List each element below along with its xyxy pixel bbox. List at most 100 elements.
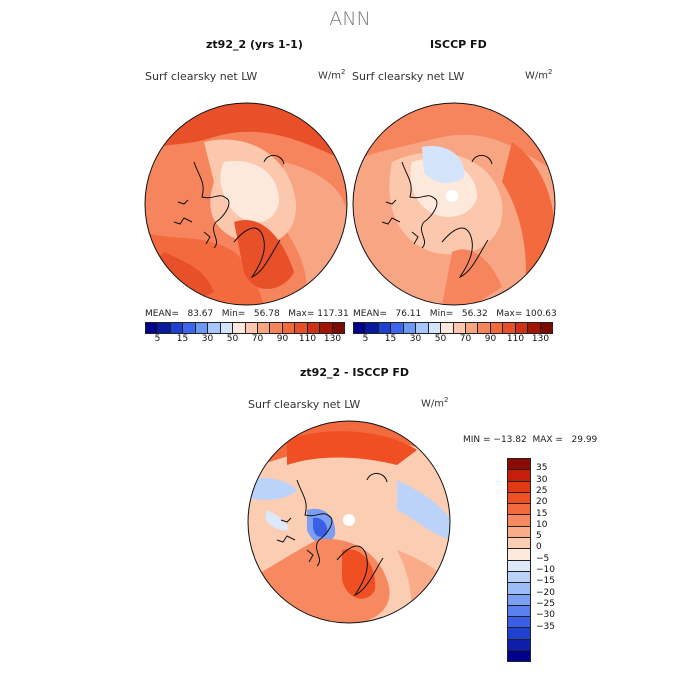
diff-colorbar-swatch bbox=[508, 571, 530, 584]
colorbar-swatch bbox=[195, 323, 209, 333]
colorbar-swatch bbox=[515, 323, 529, 333]
panel-2-stats: MEAN= 76.11 Min= 56.32 Max= 100.63 bbox=[353, 309, 557, 319]
colorbar-tick-label: 110 bbox=[506, 334, 525, 344]
colorbar-swatch bbox=[282, 323, 296, 333]
panel-2-colorbar-ticks: 5 15 30 50 70 90 110 130 bbox=[353, 334, 553, 346]
diff-colorbar-swatch bbox=[508, 560, 530, 572]
colorbar-swatch bbox=[183, 323, 196, 333]
panel-1-variable: Surf clearsky net LW bbox=[145, 70, 258, 83]
panel-1-title: zt92_2 (yrs 1-1) bbox=[206, 38, 303, 51]
diff-colorbar-swatch bbox=[508, 583, 530, 595]
panel-2-colorbar-swatches bbox=[353, 322, 553, 334]
colorbar-swatch bbox=[540, 323, 552, 333]
panel-1-colorbar-swatches bbox=[145, 322, 345, 334]
colorbar-swatch bbox=[366, 323, 379, 333]
colorbar-tick-label: 50 bbox=[226, 334, 239, 344]
colorbar-swatch bbox=[220, 323, 234, 333]
diff-colorbar-tick-label: 35 bbox=[536, 463, 548, 474]
diff-colorbar-swatch bbox=[508, 526, 530, 539]
diff-colorbar bbox=[507, 458, 531, 663]
diff-colorbar-swatch bbox=[508, 481, 530, 493]
diff-colorbar-swatch bbox=[508, 605, 530, 618]
panel-1-units: W/m2 bbox=[318, 68, 346, 82]
colorbar-swatch bbox=[490, 323, 504, 333]
colorbar-swatch bbox=[257, 323, 271, 333]
panel-2-title: ISCCP FD bbox=[430, 38, 487, 51]
diff-panel-polar-map bbox=[247, 420, 451, 624]
colorbar-swatch bbox=[354, 323, 367, 333]
diff-colorbar-tick-label: −15 bbox=[536, 576, 555, 587]
diff-colorbar-tick-label: 30 bbox=[536, 474, 548, 485]
panel-2-colorbar: 5 15 30 50 70 90 110 130 bbox=[353, 322, 553, 346]
diff-colorbar-tick-label: −30 bbox=[536, 610, 555, 621]
panel-1-colorbar-ticks: 5 15 30 50 70 90 110 130 bbox=[145, 334, 345, 346]
colorbar-tick-label: 110 bbox=[298, 334, 317, 344]
colorbar-swatch bbox=[428, 323, 442, 333]
colorbar-swatch bbox=[158, 323, 171, 333]
diff-colorbar-swatch bbox=[508, 470, 530, 482]
colorbar-tick-label: 90 bbox=[276, 334, 289, 344]
colorbar-tick-label: 15 bbox=[384, 334, 397, 344]
diff-colorbar-tick-label: 25 bbox=[536, 485, 548, 496]
colorbar-swatch bbox=[416, 323, 429, 333]
diff-panel-stats: MIN = −13.82 MAX = 29.99 bbox=[463, 435, 598, 445]
diff-colorbar-tick-label: −25 bbox=[536, 598, 555, 609]
diff-colorbar-swatch bbox=[508, 617, 530, 629]
diff-colorbar-tick-label: 15 bbox=[536, 508, 548, 519]
diff-panel-title: zt92_2 - ISCCP FD bbox=[300, 366, 410, 379]
diff-colorbar-tick-label: 0 bbox=[536, 542, 542, 553]
diff-colorbar-swatch bbox=[508, 459, 530, 471]
diff-colorbar-ticks: 35 30 25 20 15 10 5 0 −5 −10 −15 −20 −25 −30 −35 bbox=[534, 458, 574, 631]
diff-panel-variable: Surf clearsky net LW bbox=[248, 398, 361, 411]
colorbar-swatch bbox=[233, 323, 246, 333]
diff-colorbar-tick-label: 20 bbox=[536, 497, 548, 508]
diff-panel-units: W/m2 bbox=[421, 396, 449, 410]
diff-colorbar-tick-label: 5 bbox=[536, 531, 542, 542]
colorbar-tick-label: 90 bbox=[484, 334, 497, 344]
colorbar-swatch bbox=[503, 323, 516, 333]
diff-colorbar-swatch bbox=[508, 504, 530, 516]
diff-colorbar-swatch bbox=[508, 549, 530, 561]
colorbar-swatch bbox=[295, 323, 308, 333]
diff-colorbar-swatch bbox=[508, 639, 530, 652]
colorbar-swatch bbox=[465, 323, 479, 333]
diff-colorbar-swatches bbox=[507, 458, 531, 663]
colorbar-tick-label: 130 bbox=[531, 334, 550, 344]
colorbar-swatch bbox=[208, 323, 221, 333]
colorbar-swatch bbox=[478, 323, 491, 333]
diff-colorbar-swatch bbox=[508, 492, 530, 505]
diff-colorbar-swatch bbox=[508, 628, 530, 640]
colorbar-swatch bbox=[245, 323, 258, 333]
colorbar-tick-label: 5 bbox=[154, 334, 161, 344]
colorbar-tick-label: 70 bbox=[251, 334, 264, 344]
colorbar-tick-label: 15 bbox=[176, 334, 189, 344]
diff-colorbar-tick-label: 10 bbox=[536, 519, 548, 530]
colorbar-tick-label: 30 bbox=[409, 334, 422, 344]
colorbar-tick-label: 50 bbox=[434, 334, 447, 344]
diff-colorbar-swatch bbox=[508, 651, 530, 662]
colorbar-swatch bbox=[320, 323, 333, 333]
colorbar-tick-label: 70 bbox=[459, 334, 472, 344]
figure-title: ANN bbox=[329, 8, 371, 30]
diff-colorbar-tick-label: −10 bbox=[536, 565, 555, 575]
colorbar-swatch bbox=[528, 323, 541, 333]
panel-2-polar-map bbox=[352, 102, 556, 306]
colorbar-swatch bbox=[307, 323, 321, 333]
panel-1-stats: MEAN= 83.67 Min= 56.78 Max= 117.31 bbox=[145, 309, 349, 319]
colorbar-swatch bbox=[391, 323, 404, 333]
diff-colorbar-swatch bbox=[508, 594, 530, 606]
panel-1-colorbar: 5 15 30 50 70 90 110 130 bbox=[145, 322, 345, 346]
colorbar-swatch bbox=[146, 323, 159, 333]
colorbar-swatch bbox=[441, 323, 454, 333]
colorbar-swatch bbox=[170, 323, 184, 333]
diff-colorbar-swatch bbox=[508, 515, 530, 527]
colorbar-tick-label: 5 bbox=[362, 334, 369, 344]
panel-2-variable: Surf clearsky net LW bbox=[352, 70, 465, 83]
colorbar-tick-label: 130 bbox=[323, 334, 342, 344]
panel-2-units: W/m2 bbox=[525, 68, 553, 82]
diff-colorbar-swatch bbox=[508, 538, 530, 550]
diff-colorbar-tick-label: −35 bbox=[536, 621, 555, 632]
diff-colorbar-tick-label: −5 bbox=[536, 553, 550, 564]
diff-colorbar-tick-label: −20 bbox=[536, 587, 555, 598]
colorbar-swatch bbox=[403, 323, 417, 333]
